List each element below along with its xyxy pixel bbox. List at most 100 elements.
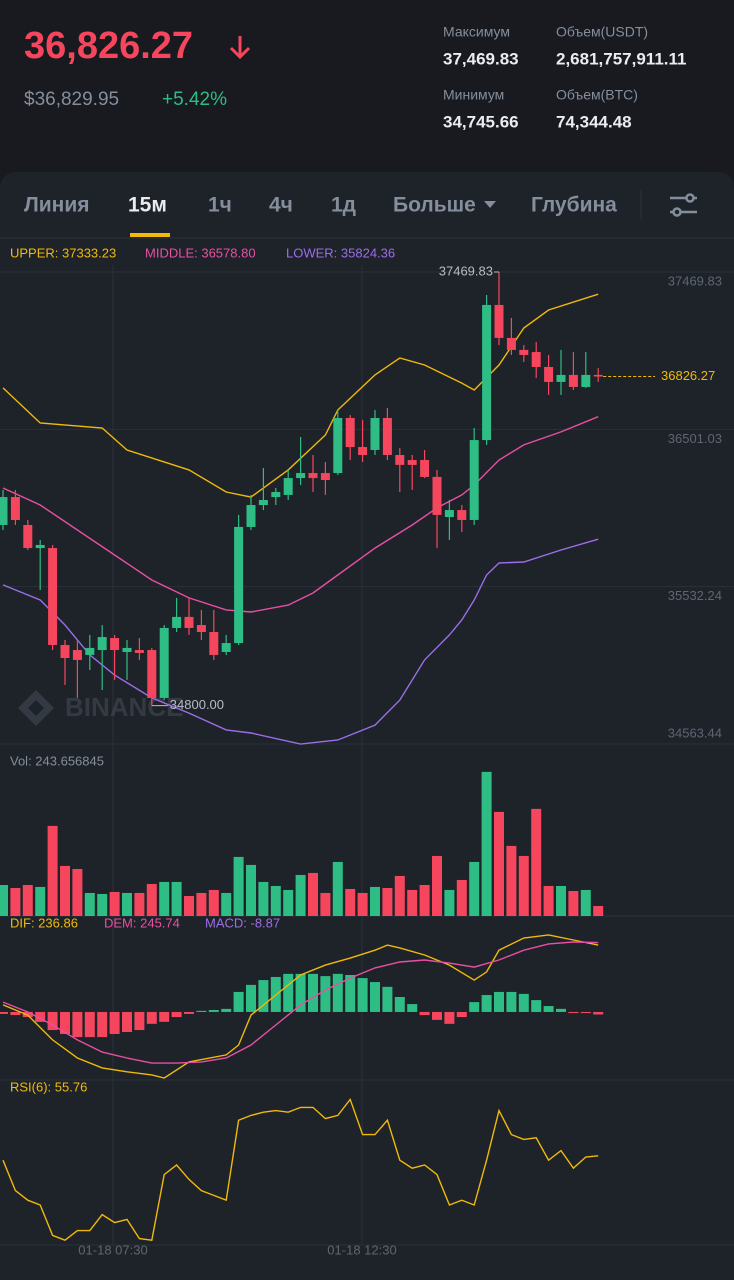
candle-body: [506, 337, 516, 350]
candle-body: [358, 447, 368, 455]
stat-label: Объем(USDT): [556, 24, 648, 40]
tab[interactable]: 1ч: [208, 194, 232, 217]
y-tick-label: 36501.03: [668, 431, 722, 446]
last-price-label: 36826.27: [661, 368, 715, 383]
tab[interactable]: Больше: [393, 194, 476, 217]
macd-bar: [543, 1006, 554, 1012]
volume-bar: [568, 890, 579, 916]
macd-bar: [171, 1011, 182, 1018]
volume-bar: [308, 872, 318, 916]
rsi-line: [2, 1097, 599, 1241]
settings-icon[interactable]: [670, 193, 697, 217]
macd-bar: [444, 1011, 455, 1024]
volume-bar: [580, 889, 591, 916]
volume-bar: [159, 881, 170, 916]
volume-bar: [295, 874, 306, 916]
candle-body: [221, 643, 231, 652]
candle-body: [196, 625, 206, 633]
macd-bar: [407, 1004, 418, 1012]
legend-item: UPPER: 37333.23: [10, 245, 116, 260]
volume-bar: [345, 888, 356, 916]
chart-card: [0, 172, 734, 1280]
candle-body: [420, 460, 430, 477]
candle-body: [556, 374, 566, 382]
tab[interactable]: 1д: [331, 194, 356, 217]
tab[interactable]: Глубина: [531, 194, 617, 217]
candle-body: [209, 632, 219, 655]
candle-body: [85, 647, 95, 655]
candle-body: [48, 548, 58, 646]
candle-body: [10, 497, 20, 520]
volume-bar: [456, 879, 467, 916]
macd-bar: [233, 991, 244, 1012]
candle-body: [482, 304, 492, 441]
volume-bar: [320, 892, 331, 916]
volume-bar: [146, 883, 157, 916]
candle-body: [444, 510, 454, 518]
macd-bar: [481, 995, 492, 1012]
candle-body: [345, 417, 355, 448]
macd-bar: [134, 1011, 145, 1031]
candle-body: [308, 473, 318, 479]
candle-body: [296, 473, 306, 479]
y-tick-label: 37469.83: [668, 273, 722, 288]
candle-body: [333, 417, 343, 474]
macd-bar: [72, 1011, 83, 1038]
usd-price: $36,829.95: [24, 89, 119, 110]
candle-body: [568, 374, 578, 387]
volume-bar: [283, 889, 294, 916]
volume-bar: [506, 845, 517, 916]
legend-item: LOWER: 35824.36: [286, 245, 395, 260]
legend-item: DEM: 245.74: [104, 915, 180, 930]
volume-bar: [122, 892, 132, 916]
macd-bar: [196, 1010, 207, 1012]
macd-bar: [332, 973, 343, 1012]
macd-bar: [456, 1011, 467, 1018]
macd-bar: [258, 980, 269, 1012]
macd-bar: [47, 1011, 58, 1031]
candle-body: [258, 499, 268, 506]
volume-bar: [134, 892, 145, 916]
candle-body: [432, 476, 442, 515]
band-line: [2, 416, 599, 613]
volume-bar: [444, 889, 455, 916]
macd-line: [2, 941, 599, 1064]
candle-body: [110, 638, 120, 651]
volume-bar: [382, 887, 393, 916]
max-label: 37469.83: [439, 263, 493, 278]
tab[interactable]: Линия: [24, 194, 90, 217]
candle-body: [544, 366, 554, 382]
y-tick-label: 34563.44: [668, 725, 722, 740]
tab-underline: [130, 233, 170, 237]
macd-bar: [432, 1011, 442, 1020]
min-label: 34800.00: [170, 697, 224, 712]
candle-body: [531, 352, 541, 367]
candle-body: [320, 473, 330, 481]
volume-bar: [35, 886, 46, 916]
volume-bar: [432, 855, 442, 916]
volume-bar: [184, 895, 194, 916]
volume-bar: [332, 861, 343, 916]
candle-body: [234, 526, 244, 644]
macd-bar: [394, 997, 405, 1012]
macd-bar: [146, 1011, 157, 1024]
volume-bar: [109, 891, 120, 916]
volume-bar: [407, 889, 418, 916]
volume-bar: [419, 884, 430, 916]
volume-bar: [481, 771, 492, 916]
volume-bar: [593, 905, 604, 916]
tab[interactable]: 4ч: [269, 194, 293, 217]
macd-bar: [308, 973, 318, 1012]
tab-active[interactable]: 15м: [128, 194, 167, 217]
volume-bar: [208, 889, 219, 916]
macd-bar: [556, 1008, 566, 1012]
volume-bar: [72, 868, 83, 916]
stat-value: 37,469.83: [443, 49, 519, 68]
legend-item: MIDDLE: 36578.80: [145, 245, 256, 260]
watermark-logo: [18, 690, 54, 726]
candle-body: [184, 616, 194, 628]
candle-body: [122, 647, 132, 652]
stat-value: 34,745.66: [443, 112, 519, 131]
candle-body: [246, 505, 256, 527]
